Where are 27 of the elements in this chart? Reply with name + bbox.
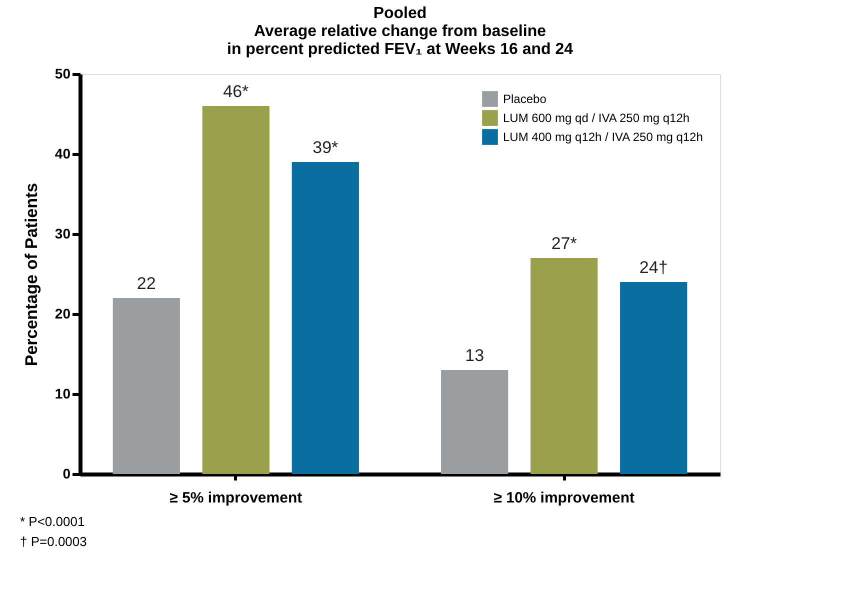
bar: [530, 258, 598, 474]
data-label: 22: [136, 274, 156, 293]
text: † P=0.0003: [20, 534, 87, 549]
bar: [620, 282, 688, 474]
bar: [441, 370, 508, 474]
data-label: 39*: [312, 138, 339, 157]
y-tick-label: 10: [54, 386, 71, 402]
x-tick-label: ≥ 10% improvement: [494, 490, 634, 506]
text: * P<0.0001: [20, 514, 85, 529]
y-axis-title: Percentage of Patients: [22, 182, 41, 366]
y-tick-label: 20: [54, 306, 71, 322]
bar: [202, 106, 270, 474]
x-tick-label: ≥ 5% improvement: [170, 490, 302, 506]
bar: [112, 298, 180, 474]
y-tick-label: 40: [54, 146, 71, 162]
y-tick-label: 30: [54, 226, 71, 242]
chart-title: Pooled Average relative change from baseline in percent predicted FEV₁ at Weeks 16 and 24: [227, 5, 574, 58]
legend-label: LUM 400 mg q12h / IVA 250 mg q12h: [503, 130, 703, 144]
legend-label: LUM 600 mg qd / IVA 250 mg q12h: [503, 111, 690, 125]
data-label: 46*: [223, 82, 250, 101]
data-label: 27*: [551, 234, 578, 253]
y-tick-label: 0: [62, 466, 71, 482]
y-tick-label: 50: [54, 66, 71, 82]
data-label: 24†: [639, 258, 668, 277]
data-label: 13: [465, 346, 484, 365]
bar: [292, 162, 359, 474]
legend-label: Placebo: [503, 92, 547, 106]
